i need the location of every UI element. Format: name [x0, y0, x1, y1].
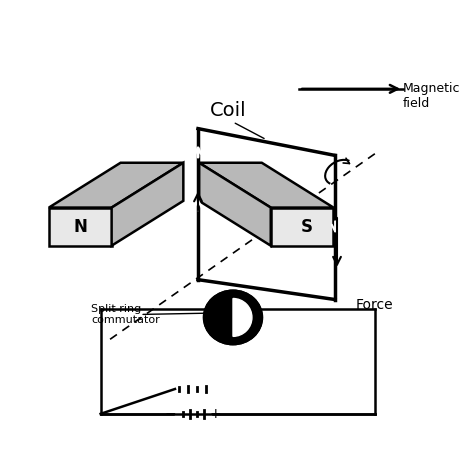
- Polygon shape: [49, 163, 183, 207]
- Text: −: −: [164, 407, 176, 421]
- Text: +: +: [210, 407, 221, 421]
- Text: Force: Force: [356, 298, 393, 312]
- Polygon shape: [111, 163, 183, 246]
- Text: Magnetic
field: Magnetic field: [403, 82, 461, 110]
- Polygon shape: [271, 207, 334, 246]
- Text: Split ring
commutator: Split ring commutator: [91, 304, 160, 325]
- Polygon shape: [199, 163, 334, 207]
- Wedge shape: [233, 299, 252, 336]
- Text: N: N: [73, 218, 87, 236]
- Ellipse shape: [204, 290, 262, 344]
- Text: Coil: Coil: [210, 101, 246, 120]
- Polygon shape: [199, 163, 271, 246]
- Text: S: S: [301, 218, 312, 235]
- Polygon shape: [49, 207, 111, 246]
